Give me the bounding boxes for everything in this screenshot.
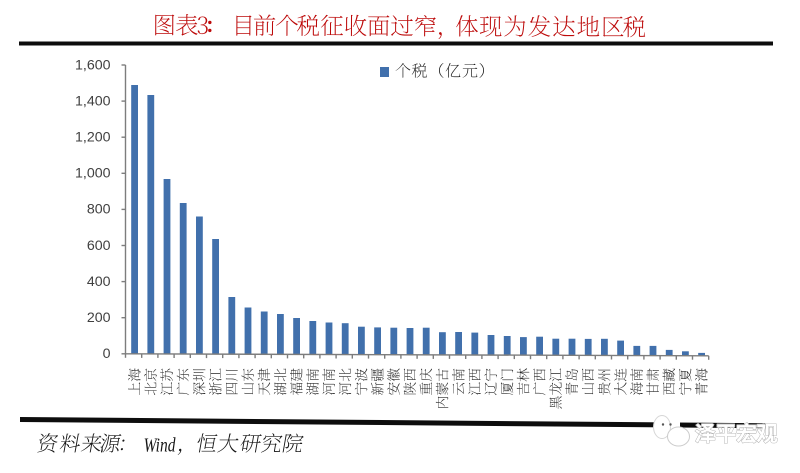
svg-text:1,400: 1,400 xyxy=(75,93,111,109)
svg-text:0: 0 xyxy=(103,346,111,362)
svg-text:1,200: 1,200 xyxy=(75,130,111,146)
svg-text:800: 800 xyxy=(87,202,111,218)
svg-text:Wind: Wind xyxy=(144,434,177,457)
svg-text:600: 600 xyxy=(87,238,111,254)
svg-text:400: 400 xyxy=(87,274,111,290)
svg-text:200: 200 xyxy=(87,310,111,326)
svg-text:1,000: 1,000 xyxy=(75,166,111,182)
svg-text:1,600: 1,600 xyxy=(75,57,111,73)
